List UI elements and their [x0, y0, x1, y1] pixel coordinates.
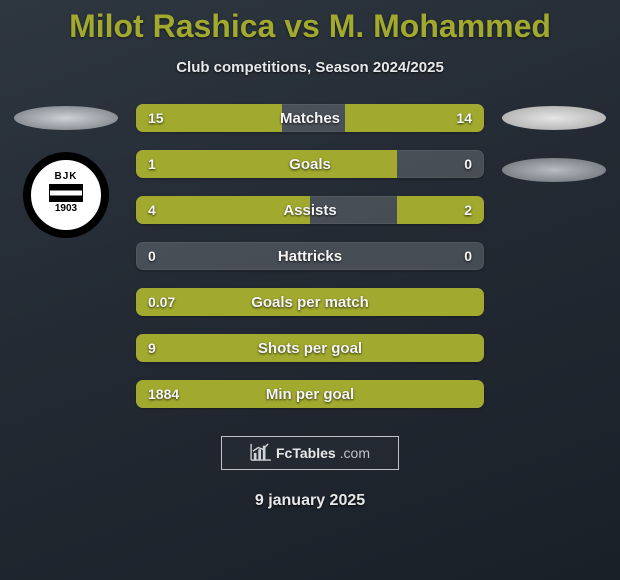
right-value: 14	[456, 104, 472, 132]
comparison-bars: Matches1514Goals10Assists42Hattricks00Go…	[126, 104, 494, 408]
stat-label: Matches	[136, 104, 484, 132]
left-flag-placeholder	[14, 106, 118, 130]
stat-label: Hattricks	[136, 242, 484, 270]
brand-name: FcTables	[276, 445, 336, 461]
stat-row: Shots per goal9	[136, 334, 484, 362]
brand-suffix: .com	[340, 445, 370, 461]
chart-icon	[250, 443, 272, 464]
stat-label: Goals	[136, 150, 484, 178]
left-value: 0	[148, 242, 156, 270]
stat-row: Goals1 0	[136, 150, 484, 178]
left-side-column: BJK 1903	[6, 104, 126, 408]
crest-year: 1903	[55, 203, 77, 214]
stat-label: Goals per match	[136, 288, 484, 316]
page-subtitle: Club competitions, Season 2024/2025	[0, 59, 620, 76]
brand-badge: FcTables.com	[221, 436, 399, 470]
stat-row: Hattricks0 0	[136, 242, 484, 270]
stat-label: Assists	[136, 196, 484, 224]
left-value: 0.07	[148, 288, 175, 316]
right-value: 0	[464, 150, 472, 178]
page-title: Milot Rashica vs M. Mohammed	[0, 0, 620, 45]
stat-label: Shots per goal	[136, 334, 484, 362]
left-value: 4	[148, 196, 156, 224]
stat-row: Min per goal1884	[136, 380, 484, 408]
comparison-layout: BJK 1903 Matches15 14 Goals1 0 Assists4 2 Hatt…	[0, 104, 620, 408]
stat-row: Assists4 2	[136, 196, 484, 224]
stat-label: Min per goal	[136, 380, 484, 408]
club-crest: BJK 1903	[23, 152, 109, 238]
left-value: 1	[148, 150, 156, 178]
crest-initials: BJK	[54, 171, 77, 182]
crest-flag-icon	[49, 184, 83, 202]
stat-row: Matches15 14	[136, 104, 484, 132]
right-flag-placeholder-1	[502, 106, 606, 130]
left-value: 9	[148, 334, 156, 362]
right-side-column	[494, 104, 614, 408]
stat-row: Goals per match0.07	[136, 288, 484, 316]
right-value: 0	[464, 242, 472, 270]
right-flag-placeholder-2	[502, 158, 606, 182]
left-value: 1884	[148, 380, 179, 408]
right-value: 2	[464, 196, 472, 224]
generation-date: 9 january 2025	[0, 492, 620, 510]
left-value: 15	[148, 104, 164, 132]
